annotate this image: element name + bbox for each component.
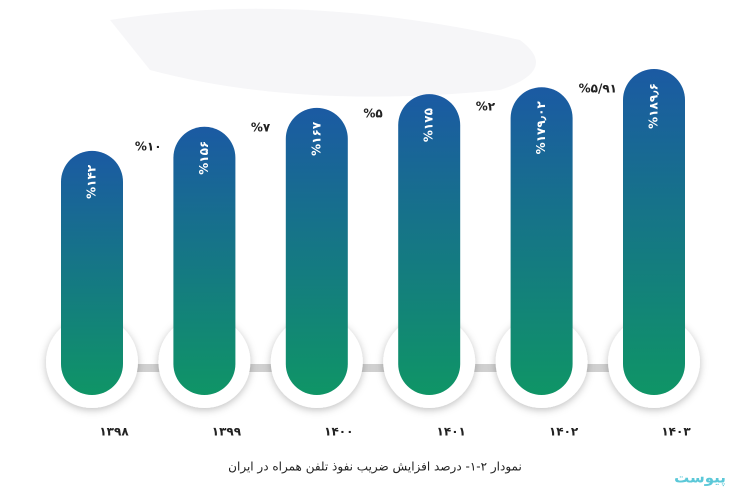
bar bbox=[623, 69, 685, 395]
x-tick-label: ۱۴۰۳ bbox=[661, 425, 691, 439]
growth-label: %۵/۹۱ bbox=[579, 82, 617, 96]
growth-label: %۵ bbox=[363, 107, 382, 121]
background-map bbox=[110, 8, 536, 97]
value-label: %۱۴۲ bbox=[85, 164, 99, 199]
value-label: %۱۶۷ bbox=[309, 121, 323, 156]
growth-label: %۱۰ bbox=[135, 139, 162, 153]
value-label: %۱۷۹٫۰۲ bbox=[534, 101, 548, 155]
bar bbox=[510, 87, 573, 396]
x-tick-label: ۱۴۰۱ bbox=[437, 425, 466, 439]
logo: پیوست bbox=[674, 469, 726, 488]
x-tick-label: ۱۴۰۲ bbox=[549, 425, 579, 439]
growth-label: %۷ bbox=[251, 120, 271, 134]
value-label: %۱۸۹٫۶ bbox=[647, 83, 661, 129]
bar bbox=[398, 94, 461, 395]
x-tick-label: ۱۳۹۸ bbox=[99, 425, 129, 439]
caption: نمودار ۲-۱- درصد افزایش ضریب نفوذ تلفن ه… bbox=[228, 460, 522, 475]
bar bbox=[61, 150, 123, 395]
x-tick-label: ۱۴۰۰ bbox=[324, 425, 353, 439]
bar bbox=[173, 126, 236, 395]
growth-label: %۲ bbox=[476, 100, 496, 114]
value-label: %۱۵۶ bbox=[197, 141, 211, 175]
bar bbox=[285, 107, 348, 396]
x-tick-label: ۱۳۹۹ bbox=[212, 425, 242, 439]
value-label: %۱۷۵ bbox=[422, 108, 436, 142]
